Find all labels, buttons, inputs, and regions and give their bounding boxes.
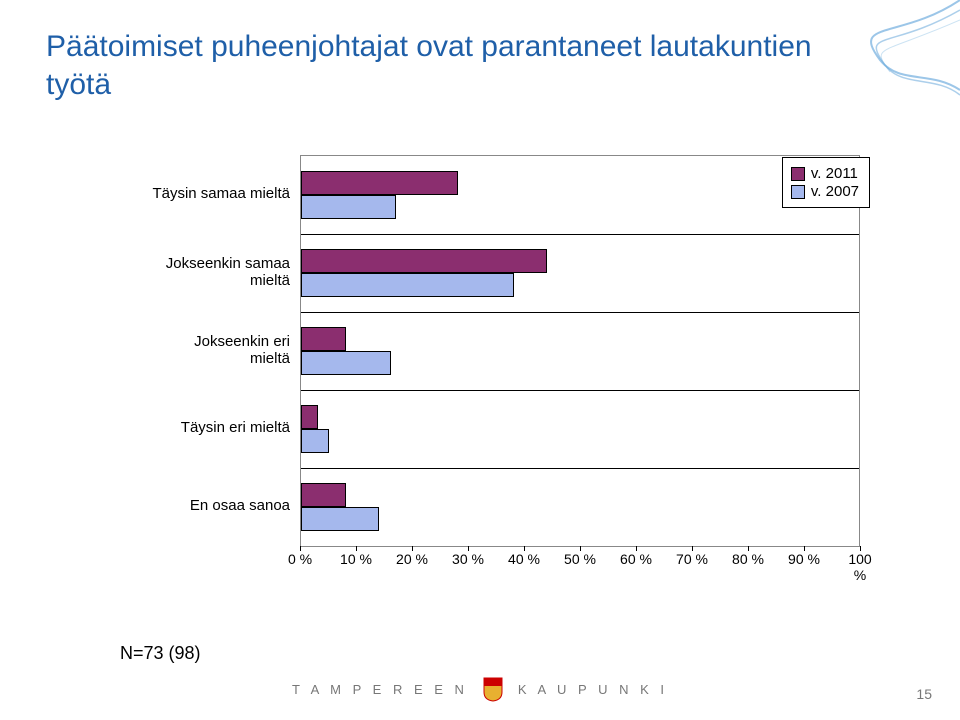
category-divider (301, 312, 859, 313)
x-tick-mark (356, 546, 357, 551)
footer: T A M P E R E E N K A U P U N K I (0, 676, 960, 702)
legend-item: v. 2011 (791, 165, 859, 182)
legend-swatch (791, 167, 805, 181)
title-line-1: Päätoimiset puheenjohtajat ovat parantan… (46, 30, 812, 63)
bar (301, 483, 346, 507)
x-tick-label: 80 % (732, 551, 764, 567)
x-tick-mark (468, 546, 469, 551)
footer-left: T A M P E R E E N (292, 682, 468, 697)
plot-area (300, 155, 860, 547)
legend-label: v. 2011 (811, 165, 858, 182)
x-tick-label: 90 % (788, 551, 820, 567)
bar (301, 351, 391, 375)
legend: v. 2011v. 2007 (782, 157, 870, 208)
y-axis-label: En osaa sanoa (110, 498, 290, 515)
chart: Täysin samaa mieltä Jokseenkin samaamielt… (110, 155, 880, 595)
bar (301, 429, 329, 453)
x-tick-label: 60 % (620, 551, 652, 567)
footer-right: K A U P U N K I (518, 682, 668, 697)
x-tick-mark (692, 546, 693, 551)
x-tick-label: 100% (848, 551, 871, 583)
y-axis-label: Jokseenkin samaamieltä (110, 256, 290, 289)
x-tick-mark (300, 546, 301, 551)
x-axis: 0 %10 %20 %30 %40 %50 %60 %70 %80 %90 %1… (300, 551, 860, 591)
legend-swatch (791, 185, 805, 199)
legend-item: v. 2007 (791, 183, 859, 200)
bar (301, 171, 458, 195)
bar (301, 195, 396, 219)
bar (301, 273, 514, 297)
x-tick-mark (412, 546, 413, 551)
x-tick-mark (580, 546, 581, 551)
bar (301, 405, 318, 429)
bar (301, 249, 547, 273)
page-number: 15 (916, 686, 932, 702)
y-axis-label: Täysin eri mieltä (110, 420, 290, 437)
x-tick-mark (524, 546, 525, 551)
x-tick-label: 20 % (396, 551, 428, 567)
x-tick-mark (804, 546, 805, 551)
y-axis-labels: Täysin samaa mieltä Jokseenkin samaamielt… (110, 155, 290, 547)
x-tick-label: 0 % (288, 551, 312, 567)
x-tick-label: 10 % (340, 551, 372, 567)
legend-label: v. 2007 (811, 183, 859, 200)
x-tick-label: 30 % (452, 551, 484, 567)
x-tick-label: 50 % (564, 551, 596, 567)
x-tick-mark (860, 546, 861, 551)
x-tick-label: 70 % (676, 551, 708, 567)
y-axis-label: Täysin samaa mieltä (110, 186, 290, 203)
slide-title: Päätoimiset puheenjohtajat ovat parantan… (0, 0, 960, 103)
category-divider (301, 468, 859, 469)
bar (301, 507, 379, 531)
x-tick-mark (636, 546, 637, 551)
bar (301, 327, 346, 351)
x-tick-label: 40 % (508, 551, 540, 567)
title-line-2: työtä (46, 68, 111, 101)
x-tick-mark (748, 546, 749, 551)
crest-icon (482, 676, 504, 702)
y-axis-label: Jokseenkin erimieltä (110, 334, 290, 367)
category-divider (301, 234, 859, 235)
category-divider (301, 390, 859, 391)
sample-size-label: N=73 (98) (120, 643, 201, 664)
